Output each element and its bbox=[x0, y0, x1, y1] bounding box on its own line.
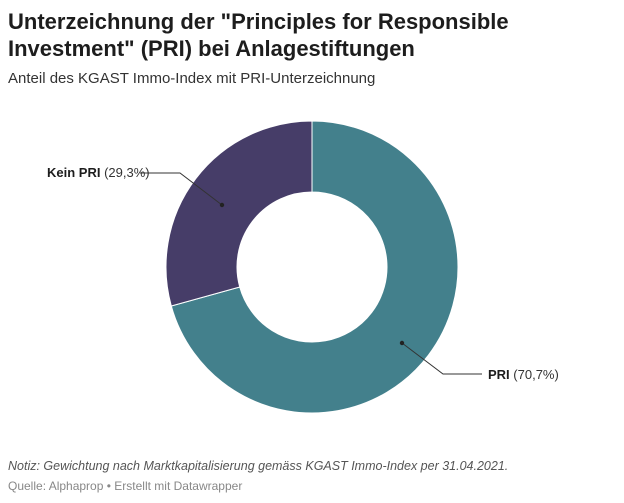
label-pri: PRI (70,7%) bbox=[488, 367, 559, 382]
label-name: Kein PRI bbox=[47, 165, 101, 180]
leader-line-pri bbox=[401, 342, 482, 375]
leader-line-kein-pri bbox=[140, 172, 223, 206]
chart-note: Notiz: Gewichtung nach Marktkapitalisier… bbox=[8, 459, 509, 473]
label-value: (29,3%) bbox=[104, 165, 150, 180]
chart-subtitle: Anteil des KGAST Immo-Index mit PRI-Unte… bbox=[8, 70, 376, 87]
label-kein-pri: Kein PRI (29,3%) bbox=[47, 165, 150, 180]
slice-pri bbox=[170, 120, 459, 414]
leader-line-kein-pri-dot bbox=[219, 202, 225, 208]
leader-line-pri-dot bbox=[399, 340, 405, 346]
label-value: (70,7%) bbox=[513, 367, 559, 382]
slice-kein-pri bbox=[165, 120, 313, 307]
chart-title: Unterzeichnung der "Principles for Respo… bbox=[8, 9, 509, 61]
chart-source: Quelle: Alphaprop • Erstellt mit Datawra… bbox=[8, 479, 243, 493]
label-name: PRI bbox=[488, 367, 510, 382]
